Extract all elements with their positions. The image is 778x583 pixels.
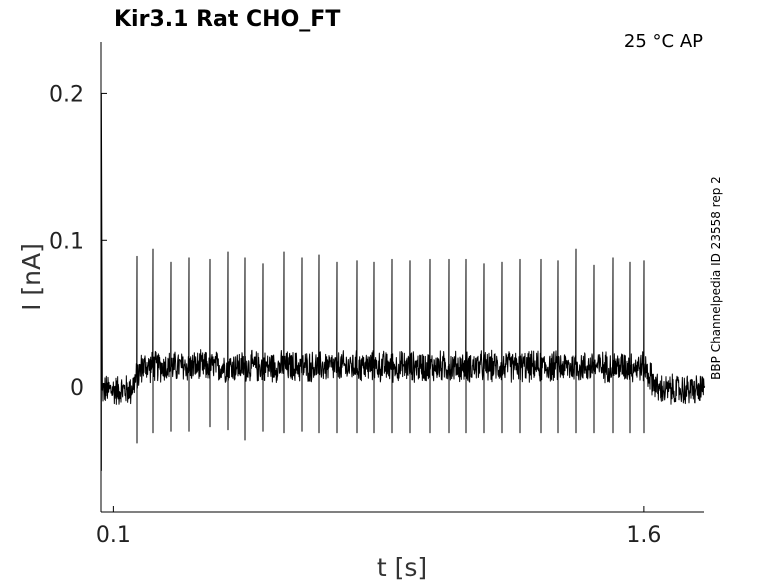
x-axis-label: t [s] <box>377 553 427 582</box>
channelpedia-id-label: BBP Channelpedia ID 23558 rep 2 <box>709 176 723 380</box>
x-ticks: 0.1 1.6 <box>96 506 661 548</box>
chart-condition: 25 °C AP <box>624 31 703 52</box>
axes: 0.1 1.6 0 0.1 0.2 <box>49 42 704 548</box>
y-tick-label-1: 0.1 <box>49 229 84 254</box>
chart-title: Kir3.1 Rat CHO_FT <box>114 7 340 32</box>
y-tick-label-0: 0 <box>70 376 84 401</box>
y-axis-label: I [nA] <box>17 243 46 311</box>
y-tick-label-2: 0.2 <box>49 82 84 107</box>
y-ticks: 0 0.1 0.2 <box>49 82 107 401</box>
x-tick-label-1: 1.6 <box>626 523 661 548</box>
x-tick-label-0: 0.1 <box>96 523 131 548</box>
current-trace <box>100 92 706 471</box>
